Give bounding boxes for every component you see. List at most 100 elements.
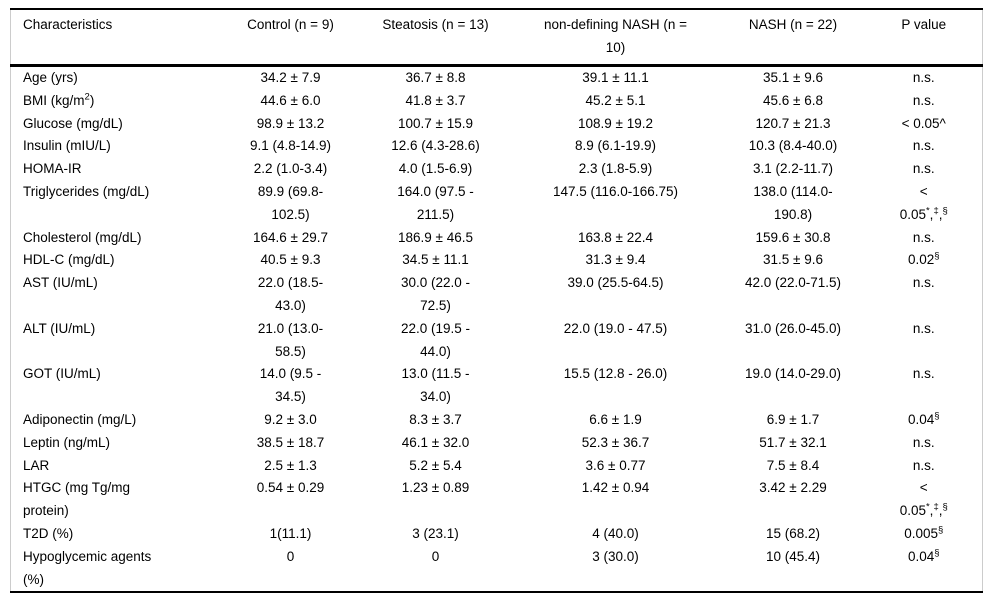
row-label: AST (IU/mL) [23,275,98,291]
table-cell: 9.2 ± 3.0 [264,411,317,427]
table-row: BMI (kg/m2) 44.6 ± 6.0 41.8 ± 3.7 45.2 ±… [11,90,983,113]
column-header-control: Control (n = 9) [220,9,361,67]
column-header-characteristics: Characteristics [10,9,221,67]
table-cell: 9.1 (4.8-14.9) [249,138,332,154]
table-row: GOT (IU/mL) 14.0 (9.5 -34.5) 13.0 (11.5 … [11,363,983,409]
table-cell: 12.6 (4.3-28.6) [391,138,480,154]
table-cell: 31.5 ± 9.6 [763,252,823,268]
table-cell: 45.2 ± 5.1 [585,92,646,108]
table-cell: 4.0 (1.5-6.9) [398,161,473,177]
table-row: AST (IU/mL) 22.0 (18.5- 43.0) 30.0 (22.0 … [11,272,983,318]
p-value-cell: n.s. [912,320,935,336]
table-cell: 138.0 (114.0- 190.8) [753,183,833,222]
p-value-cell: n.s. [912,434,935,450]
column-header-steatosis: Steatosis (n = 13) [360,9,511,67]
table-cell: 3 (23.1) [412,525,459,541]
table-cell: 159.6 ± 30.8 [755,229,831,245]
table-cell: 30.0 (22.0 -72.5) [400,275,471,313]
row-label: Adiponectin (mg/L) [23,411,137,427]
characteristics-table: Characteristics Control (n = 9) Steatosi… [10,8,983,594]
table-cell: 22.0 (18.5- 43.0) [257,275,324,313]
table-row: Age (yrs) 34.2 ± 7.9 36.7 ± 8.8 39.1 ± 1… [11,66,983,90]
table-cell: 31.0 (26.0-45.0) [744,320,842,336]
table-cell: 1.42 ± 0.94 [581,480,650,496]
table-cell: 89.9 (69.8- 102.5) [257,183,324,222]
table-cell: 19.0 (14.0-29.0) [744,366,842,382]
p-value-cell: 0.02§ [907,250,940,268]
p-value-cell: n.s. [912,229,935,245]
row-label: Age (yrs) [23,70,78,85]
table-row: HTGC (mg Tg/mg protein) 0.54 ± 0.29 1.23 … [11,477,983,523]
row-label: Glucose (mg/dL) [23,115,123,131]
row-label: HDL-C (mg/dL) [23,252,115,268]
row-label: Leptin (ng/mL) [23,434,111,450]
table-cell: 8.3 ± 3.7 [409,411,462,427]
table-cell: 51.7 ± 32.1 [759,434,827,450]
row-label: BMI (kg/m2) [23,91,95,108]
p-value-cell: 0.005§ [904,524,944,541]
table-cell: 15.5 (12.8 - 26.0) [563,366,668,382]
p-value-cell: n.s. [912,138,935,154]
p-value-cell: n.s. [912,366,935,382]
table-row: HOMA-IR 2.2 (1.0-3.4) 4.0 (1.5-6.9) 2.3 … [11,158,983,181]
table-cell: 164.6 ± 29.7 [253,229,328,245]
table-cell: 120.7 ± 21.3 [755,115,831,131]
table-cell: 42.0 (22.0-71.5) [744,275,842,291]
table-cell: 0 [286,548,295,564]
table-cell: 2.5 ± 1.3 [264,457,317,473]
table-row: Hypoglycemic agents (%) 0 0 3 (30.0) 10 (… [11,546,983,593]
table-cell: 0 [431,548,440,564]
table-cell: 39.0 (25.5-64.5) [567,275,664,291]
table-cell: 10 (45.4) [765,548,821,564]
p-value-cell: < 0.05^ [901,115,946,131]
table-cell: 22.0 (19.0 - 47.5) [563,320,668,336]
row-label: HOMA-IR [23,161,82,177]
table-cell: 2.2 (1.0-3.4) [253,161,328,177]
table-row: Adiponectin (mg/L) 9.2 ± 3.0 8.3 ± 3.7 6… [11,409,983,432]
table-cell: 39.1 ± 11.1 [582,70,649,85]
table-cell: 52.3 ± 36.7 [581,434,650,450]
table-cell: 1(11.1) [269,525,312,541]
p-value-cell: n.s. [912,457,935,473]
table-cell: 34.2 ± 7.9 [260,70,321,85]
row-label: Insulin (mIU/L) [23,138,111,154]
table-cell: 108.9 ± 19.2 [578,115,653,131]
table-cell: 4 (40.0) [592,525,639,541]
table-cell: 6.9 ± 1.7 [766,411,820,427]
table-cell: 31.3 ± 9.4 [585,252,646,268]
table-cell: 8.9 (6.1-19.9) [574,138,657,154]
row-label: LAR [23,457,50,473]
table-cell: 7.5 ± 8.4 [766,457,820,473]
table-cell: 6.6 ± 1.9 [589,411,642,427]
table-cell: 100.7 ± 15.9 [398,115,473,131]
column-header-non-defining-nash: non-defining NASH (n = 10) [510,9,721,67]
table-cell: 5.2 ± 5.4 [409,457,462,473]
header-row: Characteristics Control (n = 9) Steatosi… [10,9,983,67]
p-value-cell: 0.04§ [907,410,940,427]
table-row: LAR 2.5 ± 1.3 5.2 ± 5.4 3.6 ± 0.77 7.5 ±… [11,455,983,478]
table-cell: 45.6 ± 6.8 [763,92,823,108]
table-cell: 1.23 ± 0.89 [401,480,470,496]
table-cell: 3.42 ± 2.29 [759,480,827,496]
table-cell: 41.8 ± 3.7 [405,92,466,108]
table-cell: 38.5 ± 18.7 [256,434,325,450]
column-header-nash: NASH (n = 22) [720,9,866,67]
p-value-cell: 0.04§ [907,547,940,564]
table-cell: 2.3 (1.8-5.9) [578,161,653,177]
table-cell: 186.9 ± 46.5 [398,229,473,245]
table-cell: 163.8 ± 22.4 [578,229,653,245]
table-cell: 98.9 ± 13.2 [256,115,325,131]
table-cell: 147.5 (116.0-166.75) [552,183,679,199]
p-value-cell: n.s. [912,275,935,291]
table-row: ALT (IU/mL) 21.0 (13.0- 58.5) 22.0 (19.5 … [11,318,983,364]
row-label: T2D (%) [23,525,74,541]
row-label: GOT (IU/mL) [23,366,101,382]
table-cell: 3.6 ± 0.77 [585,457,646,473]
table-cell: 44.6 ± 6.0 [260,92,321,108]
table-cell: 22.0 (19.5 -44.0) [400,320,471,359]
p-value-cell: n.s. [912,161,935,177]
row-label: ALT (IU/mL) [23,320,96,336]
table-cell: 34.5 ± 11.1 [402,252,469,268]
p-value-cell: n.s. [912,70,935,85]
